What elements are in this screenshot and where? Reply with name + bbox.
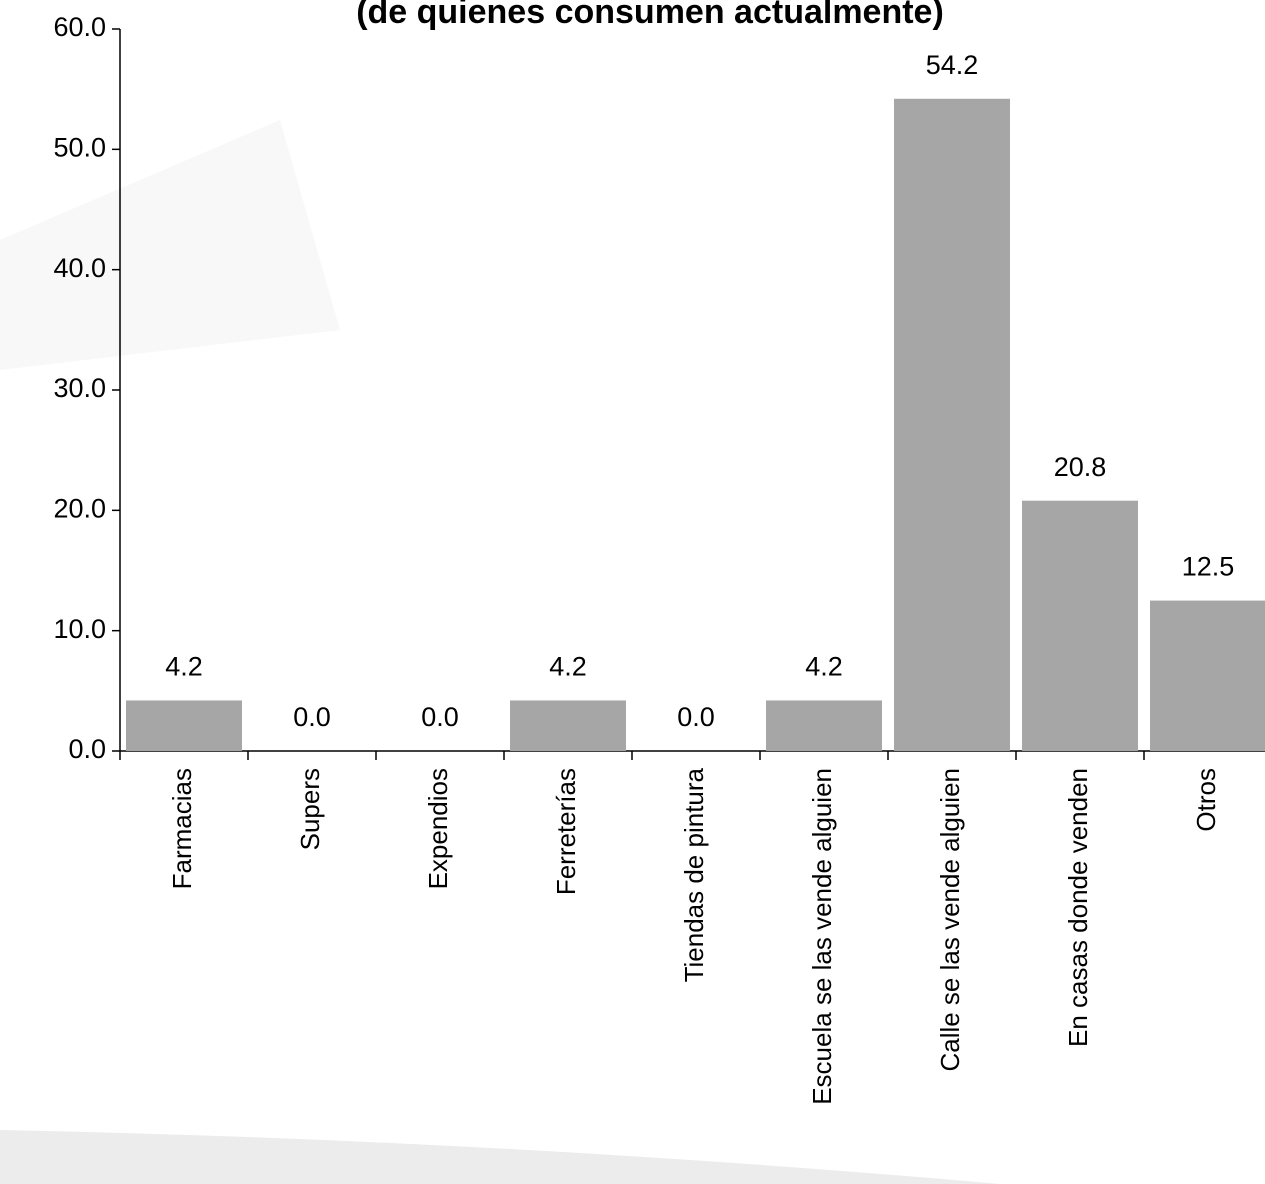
watermark-band [0, 1130, 1000, 1184]
bar [126, 700, 242, 751]
value-label: 4.2 [165, 652, 203, 682]
x-tick-label: Escuela se las vende alguien [807, 768, 837, 1105]
y-tick-label: 10.0 [53, 614, 106, 644]
value-label: 0.0 [677, 702, 715, 732]
watermark-shape [0, 120, 340, 370]
x-tick-label: Ferreterías [551, 768, 581, 895]
y-tick-label: 0.0 [68, 734, 106, 764]
x-tick-label: Supers [295, 768, 325, 850]
chart-title: (de quienes consumen actualmente) [356, 0, 944, 31]
bar [894, 98, 1010, 751]
x-tick-label: Otros [1191, 768, 1221, 832]
y-tick-label: 20.0 [53, 493, 106, 523]
value-label: 20.8 [1054, 452, 1107, 482]
value-label: 54.2 [926, 50, 979, 80]
x-tick-label: Expendios [423, 768, 453, 889]
x-tick-label: Calle se las vende alguien [935, 768, 965, 1072]
x-tick-label: Farmacias [167, 768, 197, 889]
bar [766, 700, 882, 751]
bar [1022, 500, 1138, 751]
value-label: 0.0 [293, 702, 331, 732]
value-label: 12.5 [1182, 552, 1235, 582]
bar [510, 700, 626, 751]
y-tick-label: 50.0 [53, 132, 106, 162]
value-label: 4.2 [805, 652, 843, 682]
bar [1150, 600, 1265, 751]
y-tick-label: 30.0 [53, 373, 106, 403]
y-tick-label: 60.0 [53, 12, 106, 42]
x-tick-label: En casas donde venden [1063, 768, 1093, 1047]
x-tick-label: Tiendas de pintura [679, 767, 709, 982]
value-label: 4.2 [549, 652, 587, 682]
value-label: 0.0 [421, 702, 459, 732]
watermark [0, 120, 1000, 1184]
y-tick-label: 40.0 [53, 253, 106, 283]
